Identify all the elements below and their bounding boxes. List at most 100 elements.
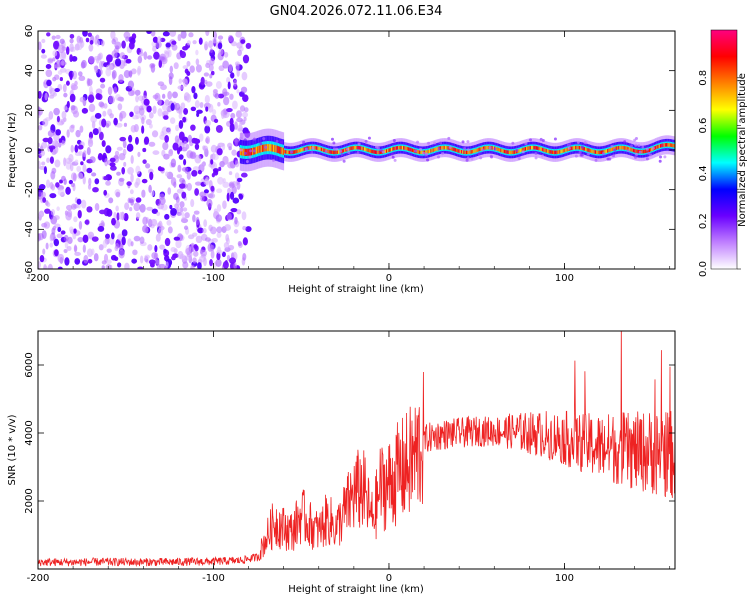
spectrogram-noise-cell <box>76 35 82 44</box>
spectrogram-noise-cell <box>191 232 198 237</box>
spectrogram-noise-cell <box>152 45 157 52</box>
spectrogram-signal-cell <box>566 147 568 152</box>
spectrogram-noise-cell <box>236 177 243 183</box>
spectrogram-blob <box>634 152 638 156</box>
spectrogram-noise-cell <box>77 144 84 150</box>
spectrogram-noise-cell <box>162 110 169 116</box>
spectrogram-noise-cell <box>41 38 46 44</box>
spectrogram-signal-cell <box>478 147 480 152</box>
spectrogram-noise-cell <box>167 187 172 195</box>
spectrogram-noise-cell <box>78 150 83 157</box>
spectrogram-noise-cell <box>213 208 218 215</box>
spectrogram-noise-cell <box>193 210 200 215</box>
spectrogram-signal-cell <box>395 146 398 150</box>
spectrogram-blob <box>245 159 249 163</box>
spectrogram-noise-cell <box>156 211 161 217</box>
spectrogram-blob <box>594 158 598 162</box>
spectrogram-noise-cell <box>170 158 177 168</box>
x-tick-label: -200 <box>27 273 50 284</box>
spectrogram-signal-cell <box>281 147 283 155</box>
spectrogram-noise-cell <box>71 55 78 62</box>
spectrogram-noise-cell <box>83 254 89 264</box>
spectrogram-noise-cell <box>77 209 82 219</box>
spectrogram-noise-cell <box>228 182 235 189</box>
spectrogram-noise-cell <box>145 163 151 169</box>
spectrogram-noise-cell <box>45 242 49 250</box>
spectrogram-noise-cell <box>207 103 214 113</box>
spectrogram-signal-cell <box>565 148 567 152</box>
spectrogram-noise-cell <box>151 252 158 259</box>
spectrogram-noise-cell <box>162 141 169 151</box>
spectrogram-noise-cell <box>148 112 154 119</box>
snr-panel: -200 -100 0 100 2000 4000 6000 Height of strai… <box>7 330 676 595</box>
spectrogram-signal-cell <box>654 145 657 150</box>
colorbar-tick-label: 0.6 <box>698 118 709 134</box>
spectrogram-signal-cell <box>658 144 660 149</box>
spectrogram-noise-cell <box>106 54 113 63</box>
spectrogram-blob <box>427 141 431 145</box>
spectrogram-signal-cell <box>292 150 294 154</box>
spectrogram-noise-cell <box>209 48 213 54</box>
spectrogram-noise-cell <box>117 262 122 268</box>
spectrogram-blob <box>347 151 351 155</box>
spectrogram-noise-cell <box>135 95 139 103</box>
spectrogram-noise-cell <box>69 38 74 44</box>
spectrogram-signal-cell <box>361 146 363 151</box>
spectrogram-noise-cell <box>38 183 46 190</box>
spectrogram-noise-cell <box>93 253 99 262</box>
spectrogram-noise-cell <box>179 51 187 59</box>
spectrogram-noise-cell <box>105 264 112 269</box>
spectrogram-noise-cell <box>230 41 237 47</box>
spectrogram-signal-cell <box>351 146 353 150</box>
spectrogram-blob <box>324 150 328 154</box>
spectrogram-signal-cell <box>614 146 616 151</box>
spectrogram-noise-cell <box>115 242 120 250</box>
spectrogram-signal-cell <box>607 149 609 153</box>
x-tick-label: -100 <box>202 573 225 584</box>
spectrogram-signal-cell <box>627 147 630 151</box>
spectrogram-signal-cell <box>523 147 525 152</box>
spectrogram-noise-cell <box>203 219 208 228</box>
spectrogram-noise-cell <box>113 211 117 220</box>
spectrogram-signal-cell <box>530 145 533 150</box>
spectrogram-blob <box>367 136 371 140</box>
spectrogram-noise-cell <box>212 153 219 161</box>
spectrogram-noise-cell <box>61 118 65 125</box>
spectrogram-signal-cell <box>572 146 574 150</box>
spectrogram-noise-cell <box>243 116 247 122</box>
spectrogram-noise-cell <box>189 65 195 73</box>
spectrogram-noise-cell <box>89 40 94 45</box>
spectrogram-noise-cell <box>210 249 215 259</box>
spectrogram-signal-cell <box>355 145 357 150</box>
spectrogram-noise-cell <box>161 103 169 111</box>
spectrogram-signal-cell <box>532 145 534 150</box>
spectrogram-signal-cell <box>497 147 500 152</box>
spectrogram-noise-cell <box>106 64 113 71</box>
spectrogram-noise-cell <box>139 107 145 116</box>
spectrogram-signal-cell <box>626 146 629 151</box>
spectrogram-signal-cell <box>484 146 486 150</box>
spectrogram-signal-cell <box>338 150 340 154</box>
spectrogram-noise-cell <box>78 75 86 82</box>
spectrogram-blob <box>658 159 662 163</box>
y-tick-label: 0 <box>24 147 35 153</box>
spectrogram-signal-cell <box>529 145 532 150</box>
spectrogram-blob <box>540 154 544 158</box>
spectrogram-noise-cell <box>214 93 220 99</box>
spectrogram-noise-cell <box>206 198 213 208</box>
spectrogram-signal-cell <box>469 150 471 154</box>
spectrogram-noise-cell <box>82 234 89 243</box>
spectrogram-noise-cell <box>65 186 71 195</box>
spectrogram-noise-cell <box>159 134 166 140</box>
colorbar-tick-label: 0.2 <box>698 213 709 229</box>
spectrogram-noise-cell <box>114 58 122 67</box>
spectrogram-noise-cell <box>115 45 120 50</box>
spectrogram-noise-cell <box>98 101 105 108</box>
spectrogram-blob <box>447 136 451 140</box>
spectrogram-noise-cell <box>183 78 188 87</box>
spectrogram-noise-cell <box>150 31 156 37</box>
spectrogram-signal-cell <box>252 147 254 156</box>
spectrogram-signal-cell <box>621 145 624 150</box>
spectrogram-noise-cell <box>82 175 86 185</box>
